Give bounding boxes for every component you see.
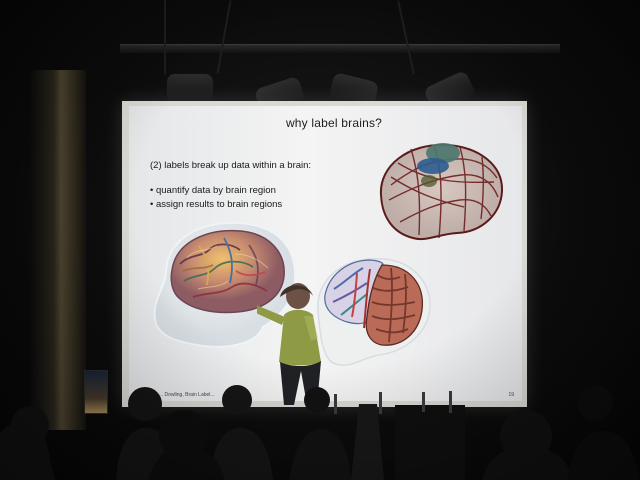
brain-surface-render-icon (153, 221, 297, 348)
light-cable (216, 0, 232, 74)
brain-wire-render-icon (379, 143, 504, 241)
slide-subtitle: (2) labels break up data within a brain: (150, 160, 312, 171)
slide-page-number: 19 (508, 392, 514, 398)
slide-bullet: assign results to brain regions (150, 198, 311, 212)
labeled-brain-render-icon (317, 258, 431, 366)
lighting-truss (120, 44, 560, 53)
slide-text-block: (2) labels break up data within a brain:… (150, 159, 311, 212)
presenter-silhouette-icon (257, 283, 321, 405)
projection-screen: why label brains? (2) labels break up da… (129, 106, 522, 401)
slide-footer-left: ... Dowling, Brain Label... (159, 392, 215, 398)
light-cable (397, 0, 415, 75)
left-pillar (30, 70, 86, 430)
audience-silhouettes-icon (0, 385, 640, 480)
light-cable (164, 0, 166, 74)
wall-poster (84, 370, 108, 414)
slide-bullet-list: quantify data by brain region assign res… (150, 184, 311, 212)
slide-bullet: quantify data by brain region (150, 184, 311, 198)
slide-title: why label brains? (285, 116, 383, 130)
